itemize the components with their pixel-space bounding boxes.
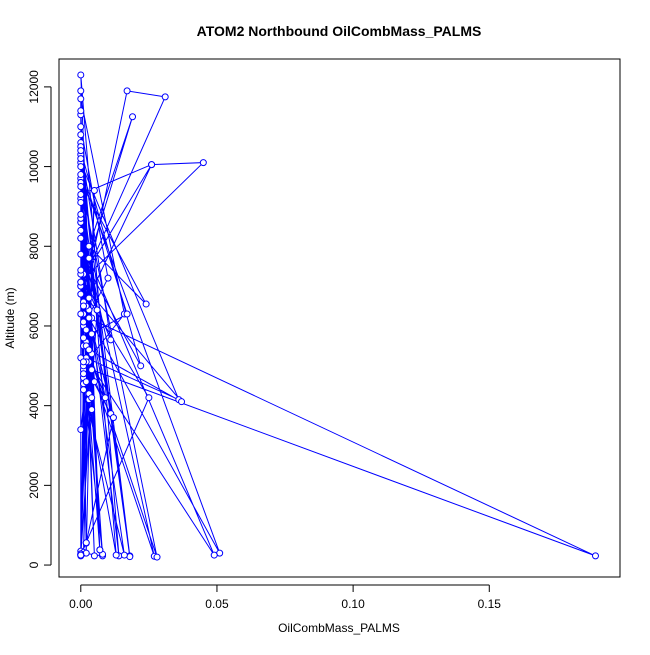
data-point [93, 306, 101, 314]
y-tick-label: 2000 [27, 472, 41, 499]
data-point [77, 123, 85, 131]
x-tick-label: 0.05 [205, 597, 229, 611]
data-point [77, 190, 85, 198]
data-point [85, 294, 93, 302]
data-point [77, 171, 85, 179]
y-tick-label: 12000 [27, 70, 41, 104]
data-point [210, 551, 218, 559]
data-point [77, 278, 85, 286]
data-point [77, 250, 85, 258]
data-point [77, 266, 85, 274]
data-point [591, 552, 599, 560]
x-tick-label: 0.15 [478, 597, 502, 611]
data-point [88, 394, 96, 402]
data-point [80, 386, 88, 394]
data-point [88, 330, 96, 338]
data-point [148, 161, 156, 169]
data-point [123, 87, 131, 95]
data-point [161, 93, 169, 101]
y-tick-label: 6000 [27, 312, 41, 339]
data-point [82, 378, 90, 386]
data-point [104, 274, 112, 282]
x-axis-label: OilCombMass_PALMS [278, 621, 400, 635]
data-point [80, 334, 88, 342]
data-point [137, 362, 145, 370]
x-tick-label: 0.00 [69, 597, 93, 611]
data-point [120, 551, 128, 559]
data-point [77, 183, 85, 191]
data-point [80, 358, 88, 366]
data-point [82, 326, 90, 334]
data-point [80, 302, 88, 310]
data-point [199, 159, 207, 167]
data-point [77, 107, 85, 115]
data-point [77, 290, 85, 298]
y-tick-label: 8000 [27, 233, 41, 260]
data-point [90, 552, 98, 560]
data-point [90, 186, 98, 194]
data-point [88, 406, 96, 414]
data-point [77, 95, 85, 103]
data-point [153, 553, 161, 561]
data-point [77, 71, 85, 79]
data-point [77, 226, 85, 234]
data-point [77, 147, 85, 155]
series-points [77, 71, 599, 561]
data-point [77, 426, 85, 434]
data-point [90, 378, 98, 386]
data-point [123, 310, 131, 318]
series-lines [80, 74, 596, 558]
data-point [80, 370, 88, 378]
data-point [88, 366, 96, 374]
series-line [80, 74, 596, 558]
data-point [107, 336, 115, 344]
data-point [85, 254, 93, 262]
data-point [85, 314, 93, 322]
data-point [77, 310, 85, 318]
y-tick-label: 10000 [27, 150, 41, 184]
y-axis: 0 2000 4000 6000 8000 10000 12000 [27, 70, 52, 568]
data-point [101, 394, 109, 402]
data-point [77, 131, 85, 139]
x-axis: 0.00 0.05 0.10 0.15 [69, 584, 502, 611]
data-point [77, 210, 85, 218]
data-point [129, 113, 137, 121]
y-tick-label: 0 [27, 561, 41, 568]
data-point [112, 551, 120, 559]
chart-title: ATOM2 Northbound OilCombMass_PALMS [197, 23, 482, 39]
data-point [85, 242, 93, 250]
x-tick-label: 0.10 [341, 597, 365, 611]
data-point [142, 300, 150, 308]
data-point [77, 87, 85, 95]
data-point [96, 546, 104, 554]
data-point [178, 398, 186, 406]
data-point [109, 414, 117, 422]
data-point [77, 163, 85, 171]
plot-frame-group [58, 58, 621, 578]
data-point [82, 539, 90, 547]
data-point [77, 234, 85, 242]
y-axis-label: Altitude (m) [3, 287, 17, 348]
data-point [77, 155, 85, 163]
y-tick-label: 4000 [27, 392, 41, 419]
plot-frame [58, 58, 621, 578]
data-point [77, 198, 85, 206]
data-point [80, 318, 88, 326]
data-point [145, 394, 153, 402]
data-point [77, 551, 85, 559]
data-point [85, 346, 93, 354]
